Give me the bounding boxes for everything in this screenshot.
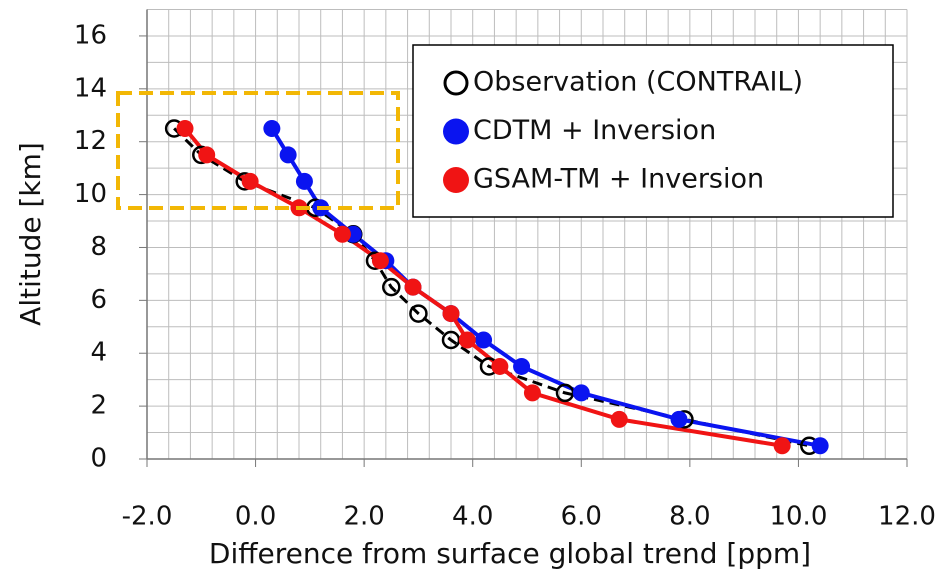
x-tick-label: 8.0: [669, 502, 710, 532]
legend-label: GSAM-TM + Inversion: [473, 164, 764, 195]
y-axis-title: Altitude [km]: [14, 142, 47, 326]
data-point: [610, 410, 628, 428]
y-tick-label: 8: [90, 232, 107, 262]
x-tick-label: 12.0: [878, 502, 935, 532]
y-tick-label: 12: [74, 126, 107, 156]
data-point: [279, 146, 297, 164]
data-point: [404, 278, 422, 296]
y-tick-label: 10: [74, 179, 107, 209]
x-tick-label: 2.0: [343, 502, 384, 532]
x-tick-label: 10.0: [769, 502, 827, 532]
legend-box: [412, 44, 894, 218]
legend-label: CDTM + Inversion: [473, 115, 716, 146]
x-tick-label: 6.0: [561, 502, 602, 532]
data-point: [523, 384, 541, 402]
plot-area: [164, 119, 829, 456]
y-tick-label: 6: [90, 285, 107, 315]
y-tick-label: 0: [90, 444, 107, 474]
data-point: [811, 437, 829, 455]
x-tick-label: 4.0: [452, 502, 493, 532]
data-point: [458, 331, 476, 349]
data-point: [491, 357, 509, 375]
highlight-box: [116, 91, 400, 210]
data-point: [572, 384, 590, 402]
data-point: [513, 357, 531, 375]
x-tick-label: 0.0: [235, 502, 276, 532]
data-point: [176, 119, 194, 137]
x-tick-label: -2.0: [122, 502, 173, 532]
x-axis-title: Difference from surface global trend [pp…: [209, 537, 811, 570]
data-point: [371, 252, 389, 270]
data-point: [442, 305, 460, 323]
data-point: [198, 146, 216, 164]
y-tick-label: 2: [90, 391, 107, 421]
y-tick-label: 14: [74, 73, 107, 103]
data-point: [773, 437, 791, 455]
legend-marker: [443, 118, 469, 145]
data-point: [333, 225, 351, 243]
data-point: [475, 331, 493, 349]
data-point: [382, 277, 401, 297]
legend-label: Observation (CONTRAIL): [473, 67, 803, 98]
data-point: [241, 172, 259, 190]
y-tick-label: 4: [90, 338, 107, 368]
data-point: [670, 410, 688, 428]
legend-marker: [443, 167, 469, 193]
data-point: [263, 119, 281, 137]
data-point: [295, 172, 313, 190]
y-tick-label: 16: [74, 20, 107, 50]
legend: Observation (CONTRAIL) CDTM + Inversion GS…: [443, 67, 803, 195]
legend-marker: [443, 70, 469, 96]
data-point: [409, 304, 428, 323]
